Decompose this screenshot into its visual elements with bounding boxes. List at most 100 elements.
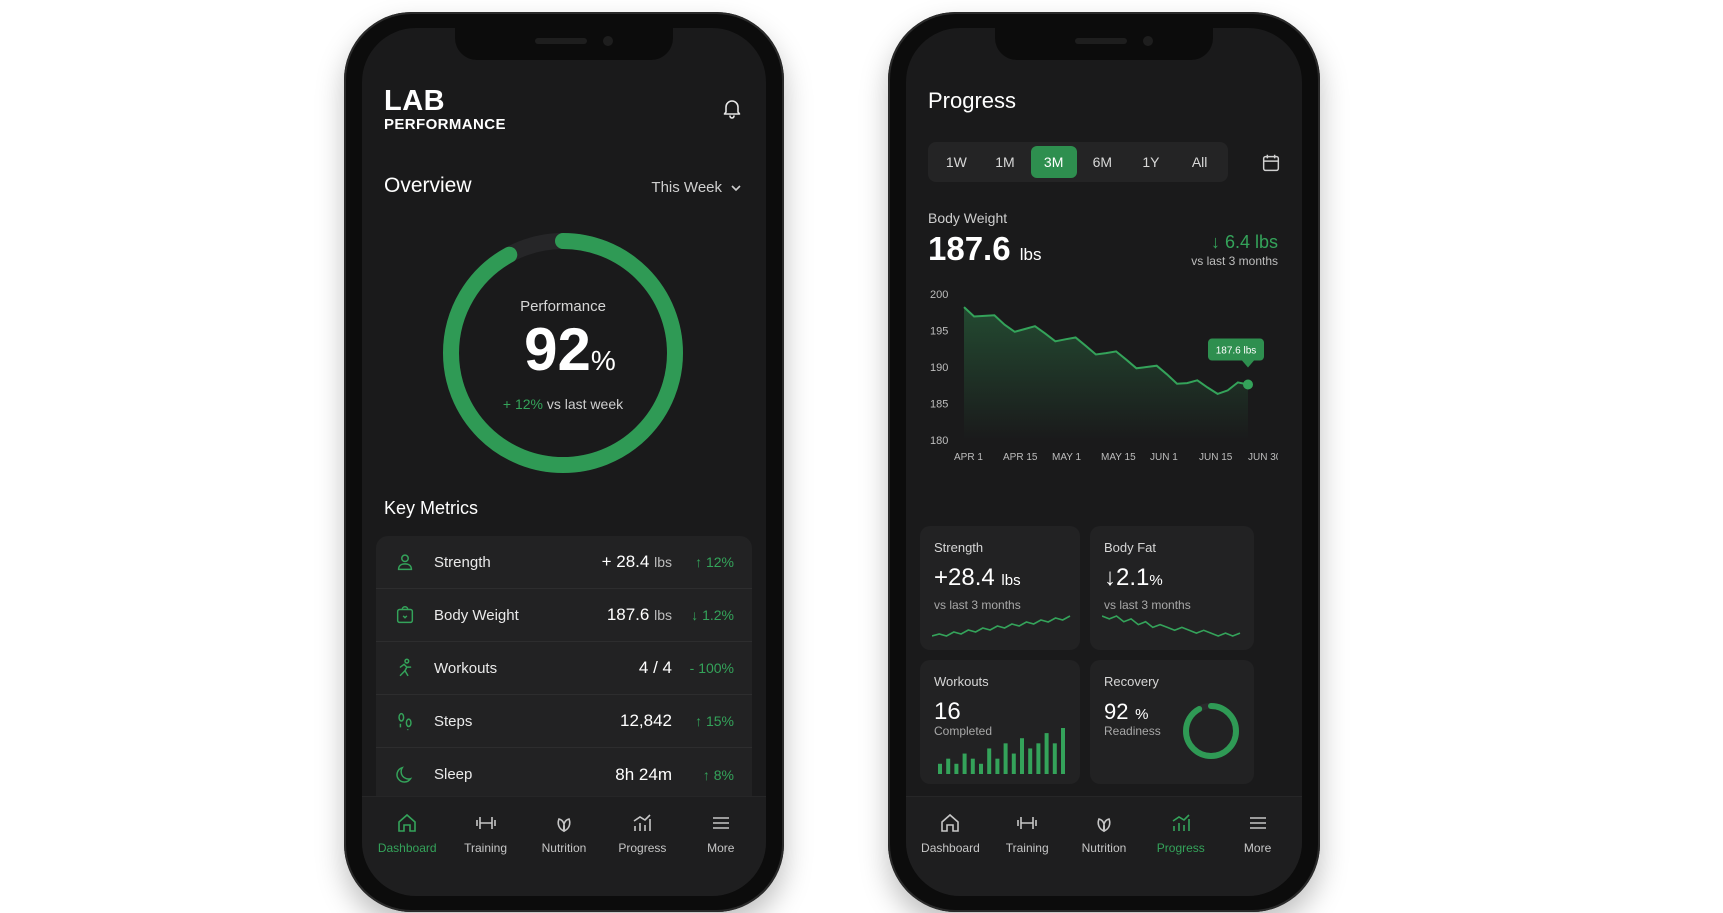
card-subtitle: vs last 3 months bbox=[1104, 598, 1191, 612]
tab-training[interactable]: Training bbox=[990, 811, 1064, 896]
brand-line-1: LAB bbox=[384, 85, 446, 117]
key-metrics-title: Key Metrics bbox=[384, 498, 479, 518]
body-weight-label: Body Weight bbox=[928, 210, 1008, 226]
metric-value: + 28.4 lbs bbox=[601, 552, 672, 571]
card-subtitle: Readiness bbox=[1104, 724, 1161, 738]
card-strength[interactable]: Strength +28.4 lbs vs last 3 months bbox=[920, 526, 1080, 650]
workout-bar bbox=[1020, 738, 1024, 774]
y-tick-label: 185 bbox=[930, 399, 948, 411]
bar-chart-icon bbox=[633, 814, 652, 831]
sparkline-path bbox=[932, 615, 1071, 637]
metric-value: 4 / 4 bbox=[638, 658, 672, 677]
body-weight-change-period: vs last 3 months bbox=[1191, 254, 1278, 268]
workout-bar bbox=[1011, 753, 1016, 774]
performance-ring-progress bbox=[443, 233, 683, 473]
range-option-6m[interactable]: 6M bbox=[1092, 154, 1113, 170]
metric-row-steps[interactable]: Steps 12,842 ↑ 15% bbox=[376, 695, 752, 748]
card-title: Strength bbox=[934, 540, 984, 555]
weight-point[interactable] bbox=[1243, 379, 1253, 390]
range-option-1m[interactable]: 1M bbox=[995, 154, 1015, 170]
scale-icon bbox=[396, 606, 414, 624]
card-subtitle: vs last 3 months bbox=[934, 598, 1021, 612]
weight-area bbox=[964, 307, 1248, 440]
metric-row-body-weight[interactable]: Body Weight 187.6 lbs ↓ 1.2% bbox=[376, 589, 752, 642]
metric-row-sleep[interactable]: Sleep 8h 24m ↑ 8% bbox=[376, 748, 752, 801]
tab-label: Dashboard bbox=[921, 841, 980, 855]
range-option-3m[interactable]: 3M bbox=[1030, 146, 1077, 178]
bottom-tab-bar: Dashboard Training Nutrition Progress Mo… bbox=[362, 796, 766, 896]
body-weight-value: 187.6 lbs bbox=[928, 230, 1042, 267]
nutrition-icon bbox=[1097, 818, 1111, 833]
card-value: 16 bbox=[934, 698, 961, 725]
tab-dashboard[interactable]: Dashboard bbox=[913, 811, 987, 896]
y-tick-label: 195 bbox=[930, 326, 948, 338]
body-weight-change: ↓ 6.4 lbs bbox=[1210, 232, 1278, 252]
card-value: 92 % bbox=[1104, 699, 1149, 724]
performance-change: + 12% vs last week bbox=[502, 396, 624, 412]
workout-bar bbox=[987, 748, 992, 774]
card-title: Body Fat bbox=[1104, 540, 1157, 555]
time-range-selector: 1W 1M 3M 6M 1Y All bbox=[928, 142, 1228, 182]
running-icon bbox=[399, 658, 412, 677]
tab-training[interactable]: Training bbox=[449, 811, 523, 896]
tab-dashboard[interactable]: Dashboard bbox=[370, 811, 444, 896]
metric-name: Steps bbox=[434, 712, 473, 730]
workout-bar bbox=[1044, 733, 1049, 774]
bar-chart-icon bbox=[1172, 814, 1190, 831]
metric-row-workouts[interactable]: Workouts 4 / 4 - 100% bbox=[376, 642, 752, 695]
metric-change: ↑ 12% bbox=[695, 554, 734, 570]
tab-label: Nutrition bbox=[1081, 841, 1127, 855]
workout-bar bbox=[954, 763, 959, 774]
bell-icon[interactable] bbox=[720, 96, 744, 120]
x-tick-label: MAY 15 bbox=[1101, 452, 1136, 463]
range-dropdown[interactable]: This Week bbox=[651, 179, 742, 196]
tab-label: Training bbox=[1005, 841, 1049, 855]
performance-readout: Performance 92% + 12% vs last week bbox=[432, 222, 694, 484]
moon-icon bbox=[396, 765, 413, 783]
card-body-fat[interactable]: Body Fat ↓2.1% vs last 3 months bbox=[1090, 526, 1254, 650]
x-tick-label: APR 1 bbox=[954, 452, 983, 463]
tab-more[interactable]: More bbox=[1221, 811, 1295, 896]
range-dropdown-label: This Week bbox=[651, 179, 722, 196]
tab-progress[interactable]: Progress bbox=[1144, 811, 1218, 896]
range-option-1w[interactable]: 1W bbox=[945, 154, 967, 170]
card-workouts[interactable]: Workouts 16 Completed bbox=[920, 660, 1080, 784]
page-title: Progress bbox=[928, 88, 1017, 113]
y-tick-label: 200 bbox=[930, 289, 948, 301]
workout-bar bbox=[938, 763, 942, 774]
nutrition-icon bbox=[557, 818, 571, 833]
workout-bar bbox=[1052, 743, 1057, 774]
y-tick-label: 190 bbox=[930, 362, 948, 374]
sparkline-path bbox=[1102, 615, 1241, 637]
tab-progress[interactable]: Progress bbox=[605, 811, 679, 896]
dumbbell-icon bbox=[475, 817, 496, 829]
x-tick-label: JUN 15 bbox=[1199, 452, 1233, 463]
bottom-tab-bar: Dashboard Training Nutrition Progress Mo… bbox=[906, 796, 1302, 896]
app-logo: LAB PERFORMANCE bbox=[384, 86, 506, 133]
dumbbell-icon bbox=[1017, 817, 1037, 829]
card-value: +28.4 lbs bbox=[934, 564, 1021, 591]
person-icon bbox=[397, 554, 413, 571]
workout-bar bbox=[1036, 743, 1041, 774]
performance-ring bbox=[443, 233, 683, 473]
recovery-ring-progress bbox=[1183, 703, 1239, 759]
tab-nutrition[interactable]: Nutrition bbox=[527, 811, 601, 896]
progress-screen: Progress 1W 1M 3M 6M 1Y All Body Weight 187.6… bbox=[906, 28, 1302, 896]
metric-name: Sleep bbox=[434, 766, 473, 783]
workout-bar bbox=[946, 758, 951, 774]
calendar-icon[interactable] bbox=[1260, 152, 1282, 174]
x-tick-label: MAY 1 bbox=[1052, 452, 1082, 463]
body-fat-sparkline bbox=[1102, 615, 1241, 637]
performance-label: Performance bbox=[520, 298, 606, 315]
workout-bar bbox=[995, 758, 1000, 774]
tab-label: Progress bbox=[618, 841, 667, 855]
metric-name: Strength bbox=[434, 553, 491, 571]
tab-nutrition[interactable]: Nutrition bbox=[1067, 811, 1141, 896]
workouts-bar-chart bbox=[938, 728, 1065, 774]
card-recovery[interactable]: Recovery 92 % Readiness bbox=[1090, 660, 1254, 784]
range-option-all[interactable]: All bbox=[1191, 154, 1208, 170]
tab-more[interactable]: More bbox=[684, 811, 758, 896]
range-option-1y[interactable]: 1Y bbox=[1142, 154, 1160, 170]
tab-label: More bbox=[1243, 841, 1272, 855]
metric-row-strength[interactable]: Strength + 28.4 lbs ↑ 12% bbox=[376, 536, 752, 589]
